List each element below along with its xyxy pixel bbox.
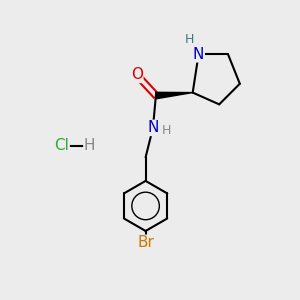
Text: Br: Br xyxy=(137,235,154,250)
Text: H: H xyxy=(161,124,171,137)
Text: O: O xyxy=(131,68,143,82)
Text: H: H xyxy=(84,138,95,153)
Text: N: N xyxy=(193,47,204,62)
Text: H: H xyxy=(185,33,194,46)
Polygon shape xyxy=(156,92,193,99)
Text: N: N xyxy=(147,120,159,135)
Text: Cl: Cl xyxy=(54,138,69,153)
